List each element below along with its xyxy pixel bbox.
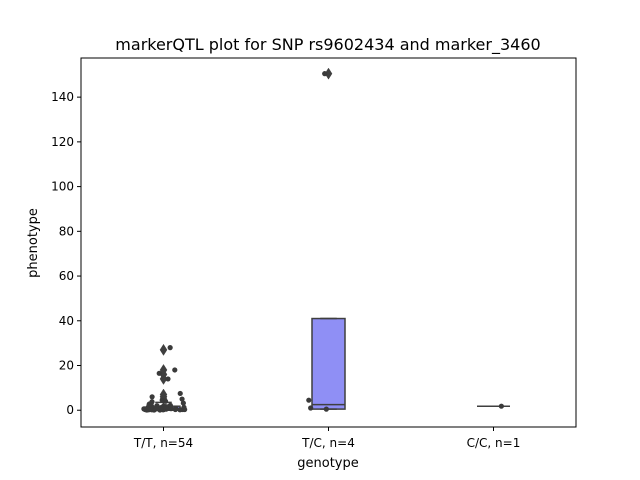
x-tick-label: C/C, n=1 — [467, 436, 521, 450]
y-tick-label: 100 — [51, 180, 74, 194]
strip-point — [156, 370, 162, 376]
strip-point — [182, 406, 188, 413]
strip-point — [172, 406, 178, 413]
strip-point — [149, 399, 155, 405]
strip-point — [163, 404, 169, 410]
y-tick-label: 140 — [51, 90, 74, 104]
strip-point — [306, 397, 312, 403]
strip-point — [180, 400, 186, 406]
plot-area — [141, 67, 510, 413]
strip-point — [145, 406, 151, 412]
y-axis-label: phenotype — [26, 208, 41, 278]
strip-point — [168, 405, 174, 412]
outlier-marker — [159, 343, 168, 356]
strip-point — [177, 390, 183, 397]
x-tick-label: T/C, n=4 — [301, 436, 355, 450]
y-tick-label: 80 — [59, 224, 74, 238]
strip-point — [149, 394, 155, 400]
chart-title: markerQTL plot for SNP rs9602434 and mar… — [115, 35, 540, 55]
y-tick-label: 120 — [51, 135, 74, 149]
strip-point — [165, 376, 171, 382]
y-tick-label: 0 — [66, 403, 74, 417]
strip-point — [154, 403, 160, 409]
box-group — [311, 67, 346, 410]
strip-point — [148, 403, 155, 409]
strip-point — [179, 396, 185, 402]
y-tick-label: 60 — [59, 269, 74, 283]
strip-point — [172, 367, 178, 373]
outlier-marker — [159, 364, 168, 376]
y-tick-label: 40 — [59, 314, 74, 328]
x-axis-label: genotype — [297, 456, 358, 471]
strip-point — [158, 405, 164, 411]
strip-point — [498, 403, 504, 409]
strip-point — [308, 405, 314, 411]
strip-point — [322, 71, 328, 77]
y-tick-label: 20 — [59, 359, 74, 373]
x-tick-label: T/T, n=54 — [133, 436, 193, 450]
strip-point — [159, 397, 165, 403]
strip-point — [167, 345, 173, 351]
box — [311, 317, 346, 410]
strip-point — [323, 406, 329, 412]
